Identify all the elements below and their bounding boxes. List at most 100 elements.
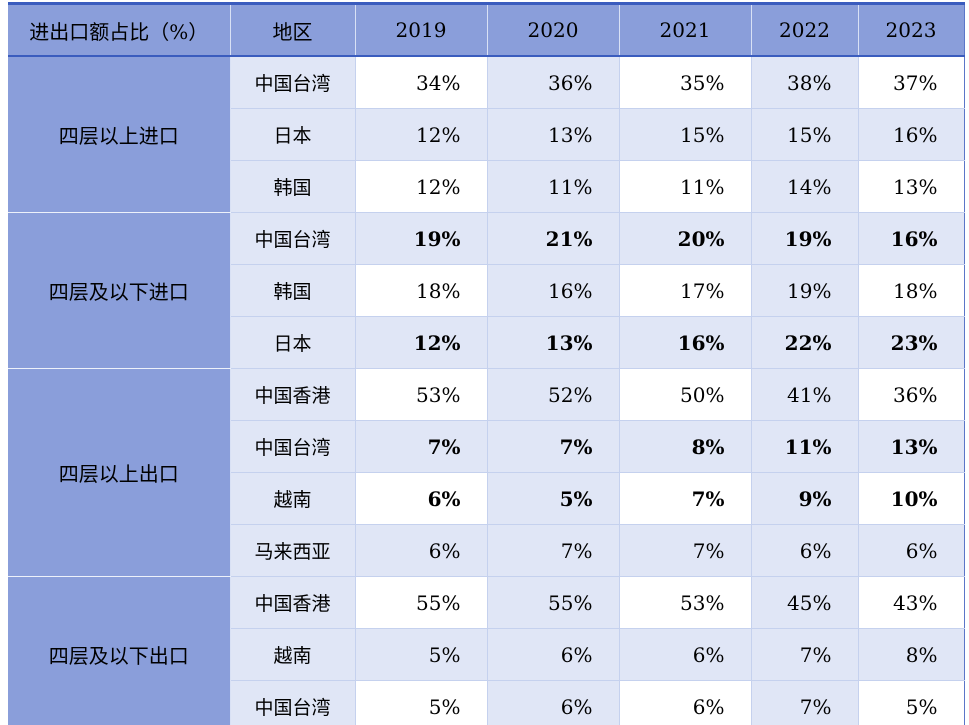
group-label-cell: 四层以上出口 bbox=[8, 368, 231, 577]
value-cell: 18% bbox=[355, 264, 488, 317]
value-cell: 6% bbox=[619, 680, 752, 725]
value-cell: 14% bbox=[751, 160, 859, 213]
region-cell: 越南 bbox=[230, 628, 356, 681]
value-cell: 34% bbox=[355, 56, 488, 109]
value-cell: 13% bbox=[858, 420, 964, 473]
value-cell: 11% bbox=[751, 420, 859, 473]
value-cell: 8% bbox=[858, 628, 964, 681]
value-cell: 7% bbox=[355, 420, 488, 473]
table-row: 四层及以下出口 中国香港 55% 55% 53% 45% 43% bbox=[8, 576, 964, 725]
value-cell: 7% bbox=[751, 628, 859, 681]
value-cell: 7% bbox=[751, 680, 859, 725]
table-row: 马来西亚 6% 7% 7% 6% 6% bbox=[8, 524, 964, 577]
value-cell: 8% bbox=[619, 420, 752, 473]
value-cell: 7% bbox=[487, 420, 620, 473]
value-cell: 36% bbox=[858, 368, 964, 421]
value-cell: 19% bbox=[751, 264, 859, 317]
value-cell: 16% bbox=[487, 264, 620, 317]
value-cell: 6% bbox=[619, 628, 752, 681]
value-cell: 11% bbox=[487, 160, 620, 213]
value-cell: 6% bbox=[355, 472, 488, 525]
region-cell: 马来西亚 bbox=[230, 524, 356, 577]
header-year-2022: 2022 bbox=[751, 3, 859, 57]
region-cell: 中国台湾 bbox=[230, 56, 356, 109]
value-cell: 7% bbox=[619, 524, 752, 577]
value-cell: 5% bbox=[355, 680, 488, 725]
value-cell: 55% bbox=[487, 576, 620, 629]
group-label-cell: 四层及以下进口 bbox=[8, 212, 231, 369]
table-row: 韩国 12% 11% 11% 14% 13% bbox=[8, 160, 964, 213]
value-cell: 13% bbox=[858, 160, 964, 213]
value-cell: 12% bbox=[355, 160, 488, 213]
region-cell: 越南 bbox=[230, 472, 356, 525]
value-cell: 22% bbox=[751, 316, 859, 369]
table-row: 日本 12% 13% 15% 15% 16% bbox=[8, 108, 964, 161]
value-cell: 15% bbox=[619, 108, 752, 161]
value-cell: 12% bbox=[355, 316, 488, 369]
header-region-cell: 地区 bbox=[230, 3, 356, 57]
table-row: 中国台湾 7% 7% 8% 11% 13% bbox=[8, 420, 964, 473]
value-cell: 53% bbox=[355, 368, 488, 421]
value-cell: 10% bbox=[858, 472, 964, 525]
table-row: 越南 6% 5% 7% 9% 10% bbox=[8, 472, 964, 525]
table-body: 四层以上进口 中国台湾 34% 36% 35% 38% 37% 日本 12% 13% 15% 15% 1… bbox=[8, 56, 964, 725]
table-row: 中国台湾 5% 6% 6% 7% 5% bbox=[8, 680, 964, 725]
region-cell: 日本 bbox=[230, 108, 356, 161]
value-cell: 21% bbox=[487, 212, 620, 265]
value-cell: 50% bbox=[619, 368, 752, 421]
value-cell: 5% bbox=[858, 680, 964, 725]
table-row: 日本 12% 13% 16% 22% 23% bbox=[8, 316, 964, 369]
header-year-2019: 2019 bbox=[355, 3, 488, 57]
region-cell: 中国香港 bbox=[230, 368, 356, 421]
region-cell: 日本 bbox=[230, 316, 356, 369]
value-cell: 17% bbox=[619, 264, 752, 317]
value-cell: 11% bbox=[619, 160, 752, 213]
import-export-share-table: 进出口额占比（%） 地区 2019 2020 2021 2022 2023 四层… bbox=[8, 2, 965, 725]
value-cell: 41% bbox=[751, 368, 859, 421]
value-cell: 52% bbox=[487, 368, 620, 421]
value-cell: 5% bbox=[355, 628, 488, 681]
region-cell: 中国台湾 bbox=[230, 420, 356, 473]
value-cell: 12% bbox=[355, 108, 488, 161]
region-cell: 韩国 bbox=[230, 160, 356, 213]
value-cell: 43% bbox=[858, 576, 964, 629]
value-cell: 45% bbox=[751, 576, 859, 629]
value-cell: 13% bbox=[487, 108, 620, 161]
value-cell: 20% bbox=[619, 212, 752, 265]
group-label-cell: 四层及以下出口 bbox=[8, 576, 231, 725]
group-label-cell: 四层以上进口 bbox=[8, 56, 231, 213]
value-cell: 35% bbox=[619, 56, 752, 109]
region-cell: 中国台湾 bbox=[230, 212, 356, 265]
value-cell: 36% bbox=[487, 56, 620, 109]
region-cell: 中国台湾 bbox=[230, 680, 356, 725]
value-cell: 18% bbox=[858, 264, 964, 317]
value-cell: 16% bbox=[619, 316, 752, 369]
value-cell: 38% bbox=[751, 56, 859, 109]
region-cell: 中国香港 bbox=[230, 576, 356, 629]
table-row: 越南 5% 6% 6% 7% 8% bbox=[8, 628, 964, 681]
value-cell: 16% bbox=[858, 212, 964, 265]
table-row: 四层以上出口 中国香港 53% 52% 50% 41% 36% bbox=[8, 368, 964, 577]
value-cell: 15% bbox=[751, 108, 859, 161]
value-cell: 6% bbox=[751, 524, 859, 577]
region-cell: 韩国 bbox=[230, 264, 356, 317]
value-cell: 16% bbox=[858, 108, 964, 161]
table-row: 四层及以下进口 中国台湾 19% 21% 20% 19% 16% bbox=[8, 212, 964, 369]
value-cell: 6% bbox=[487, 628, 620, 681]
value-cell: 7% bbox=[487, 524, 620, 577]
value-cell: 37% bbox=[858, 56, 964, 109]
value-cell: 55% bbox=[355, 576, 488, 629]
value-cell: 23% bbox=[858, 316, 964, 369]
value-cell: 19% bbox=[751, 212, 859, 265]
value-cell: 19% bbox=[355, 212, 488, 265]
header-year-2023: 2023 bbox=[858, 3, 964, 57]
value-cell: 13% bbox=[487, 316, 620, 369]
header-year-2021: 2021 bbox=[619, 3, 752, 57]
header-title-cell: 进出口额占比（%） bbox=[8, 3, 231, 57]
value-cell: 5% bbox=[487, 472, 620, 525]
header-row: 进出口额占比（%） 地区 2019 2020 2021 2022 2023 bbox=[8, 3, 964, 57]
value-cell: 6% bbox=[858, 524, 964, 577]
value-cell: 53% bbox=[619, 576, 752, 629]
table-row: 韩国 18% 16% 17% 19% 18% bbox=[8, 264, 964, 317]
